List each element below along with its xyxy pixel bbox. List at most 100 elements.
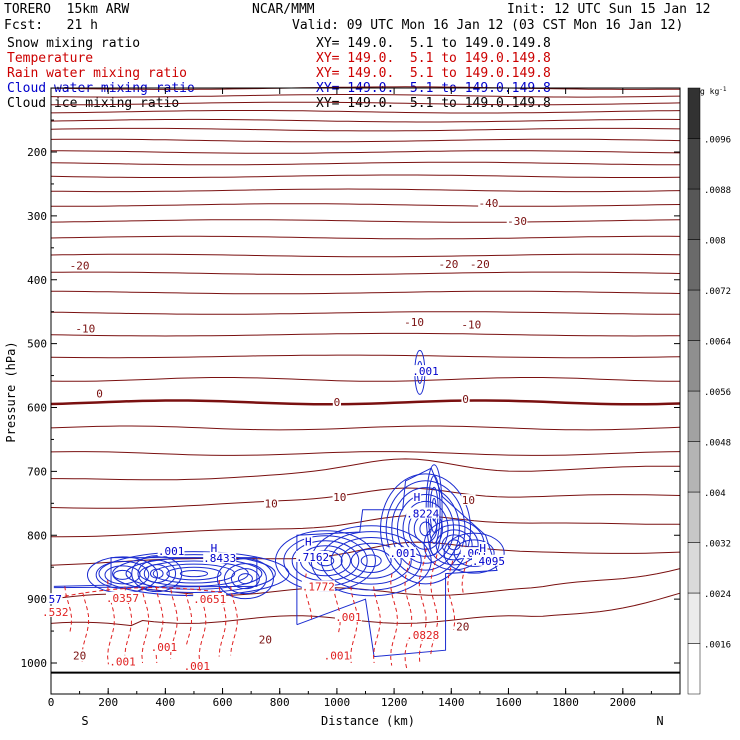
- x-tick-label: 1000: [324, 696, 351, 709]
- rain-label: .001: [324, 649, 351, 662]
- header-center: NCAR/MMM: [252, 2, 315, 17]
- rain-contour: [141, 586, 150, 664]
- temperature-label-bg: [95, 387, 104, 399]
- cloud-contour: [230, 568, 260, 590]
- colorbar-swatch: [687, 138, 701, 190]
- field-name-temperature: Temperature: [7, 51, 94, 66]
- y-tick-label: 400: [27, 274, 47, 287]
- colorbar-tick-label: .0032: [704, 540, 731, 550]
- temperature-contour: [50, 219, 681, 223]
- cloud-label: .7162: [296, 551, 329, 564]
- rain-label-bg: [150, 641, 178, 653]
- x-tick-label: 0: [48, 696, 55, 709]
- cloud-contour: [429, 524, 479, 566]
- temperature-label: 20: [456, 621, 469, 634]
- colorbar-swatch: [687, 592, 701, 644]
- rain-label-bg: [334, 611, 362, 623]
- temperature-contour: [50, 253, 681, 258]
- cloud-label: H: [305, 536, 312, 549]
- temperature-contour: [50, 188, 681, 193]
- cloud-label: H: [414, 491, 421, 504]
- rain-label-bg: [301, 580, 335, 592]
- temperature-contour: [50, 235, 681, 240]
- rain-label-bg: [109, 655, 136, 667]
- temperature-contour: [51, 203, 681, 207]
- colorbar-tick-label: .0088: [704, 186, 731, 196]
- rain-contour: [372, 586, 381, 664]
- x-tick-label: 1800: [552, 696, 579, 709]
- cloud-contour: [113, 569, 132, 580]
- temperature-contour: [50, 592, 681, 627]
- cloud-label: H: [479, 542, 486, 555]
- field-xy-cloud-ice: XY= 149.0. 5.1 to 149.0.149.8: [316, 96, 551, 111]
- temperature-contour: [50, 138, 681, 143]
- rain-contour: [350, 586, 358, 664]
- temperature-label-bg: [72, 649, 87, 661]
- temperature-label: -20: [70, 260, 90, 273]
- x-tick-label: 400: [155, 696, 175, 709]
- cloud-contour: [320, 531, 422, 591]
- temperature-label-bg: [506, 214, 528, 226]
- temperature-label: 10: [462, 494, 475, 507]
- temperature-contour: [50, 86, 681, 90]
- temperature-contour: [51, 271, 681, 276]
- colorbar-tick-label: .0056: [704, 388, 731, 398]
- cloud-label-bg: [296, 550, 330, 562]
- rain-label: .001: [151, 641, 178, 654]
- temperature-contour: [50, 127, 681, 132]
- y-axis-label: Pressure (hPa): [4, 341, 18, 442]
- rain-contour: [404, 554, 413, 670]
- temperature-label: -20: [438, 258, 458, 271]
- rain-label: .0357: [106, 592, 139, 605]
- temperature-label: 20: [259, 633, 272, 646]
- cloud-contour: [435, 529, 473, 561]
- header-fcst: Fcst: 21 h: [4, 18, 98, 33]
- cloud-contour: [166, 566, 222, 581]
- x-end-label-north: N: [656, 714, 663, 728]
- x-end-label-south: S: [81, 714, 88, 728]
- temperature-label-bg: [75, 322, 96, 334]
- temperature-label-bg: [455, 620, 470, 632]
- cloud-label-bg: [406, 507, 440, 519]
- cloud-contour: [350, 548, 392, 573]
- colorbar-swatch: [687, 491, 701, 543]
- rain-label-bg: [323, 649, 351, 661]
- temperature-contour: [50, 399, 681, 406]
- temperature-contour: [50, 311, 680, 315]
- cloud-contour: [143, 564, 170, 584]
- temperature-contour: [50, 118, 681, 123]
- temperature-label-bg: [469, 257, 491, 269]
- x-tick-label: 800: [270, 696, 290, 709]
- y-tick-label: 1000: [21, 657, 48, 670]
- y-tick-label: 600: [27, 402, 47, 415]
- temperature-label: -30: [507, 215, 527, 228]
- temperature-contour: [50, 377, 681, 382]
- y-tick-label: 300: [27, 210, 47, 223]
- y-tick-label: 500: [27, 338, 47, 351]
- cloud-contour: [330, 537, 412, 585]
- rain-label-bg: [41, 605, 69, 617]
- temperature-label: -10: [404, 316, 424, 329]
- rain-contour: [64, 586, 73, 633]
- colorbar-swatch: [687, 188, 701, 240]
- y-tick-label: 800: [27, 529, 47, 542]
- temperature-contour: [50, 161, 681, 166]
- cloud-contour: [216, 558, 274, 600]
- temperature-label: -40: [479, 197, 499, 210]
- cloud-label-bg: [478, 542, 487, 554]
- temperature-contour: [51, 515, 680, 538]
- rain-label: .001: [109, 656, 136, 669]
- cloud-label-bg: [471, 554, 505, 566]
- temperature-contour: [51, 290, 681, 295]
- colorbar-tick-label: .0024: [704, 590, 731, 600]
- x-tick-label: 1400: [438, 696, 465, 709]
- cloud-label-bg: [389, 547, 417, 559]
- cloud-contour: [380, 473, 472, 585]
- colorbar-tick-label: .0096: [704, 136, 731, 146]
- temperature-label-bg: [403, 315, 425, 327]
- temperature-label-bg: [332, 395, 342, 407]
- rain-contour: [124, 586, 133, 656]
- colorbar-swatch: [687, 289, 701, 341]
- y-tick-label: 200: [27, 146, 47, 159]
